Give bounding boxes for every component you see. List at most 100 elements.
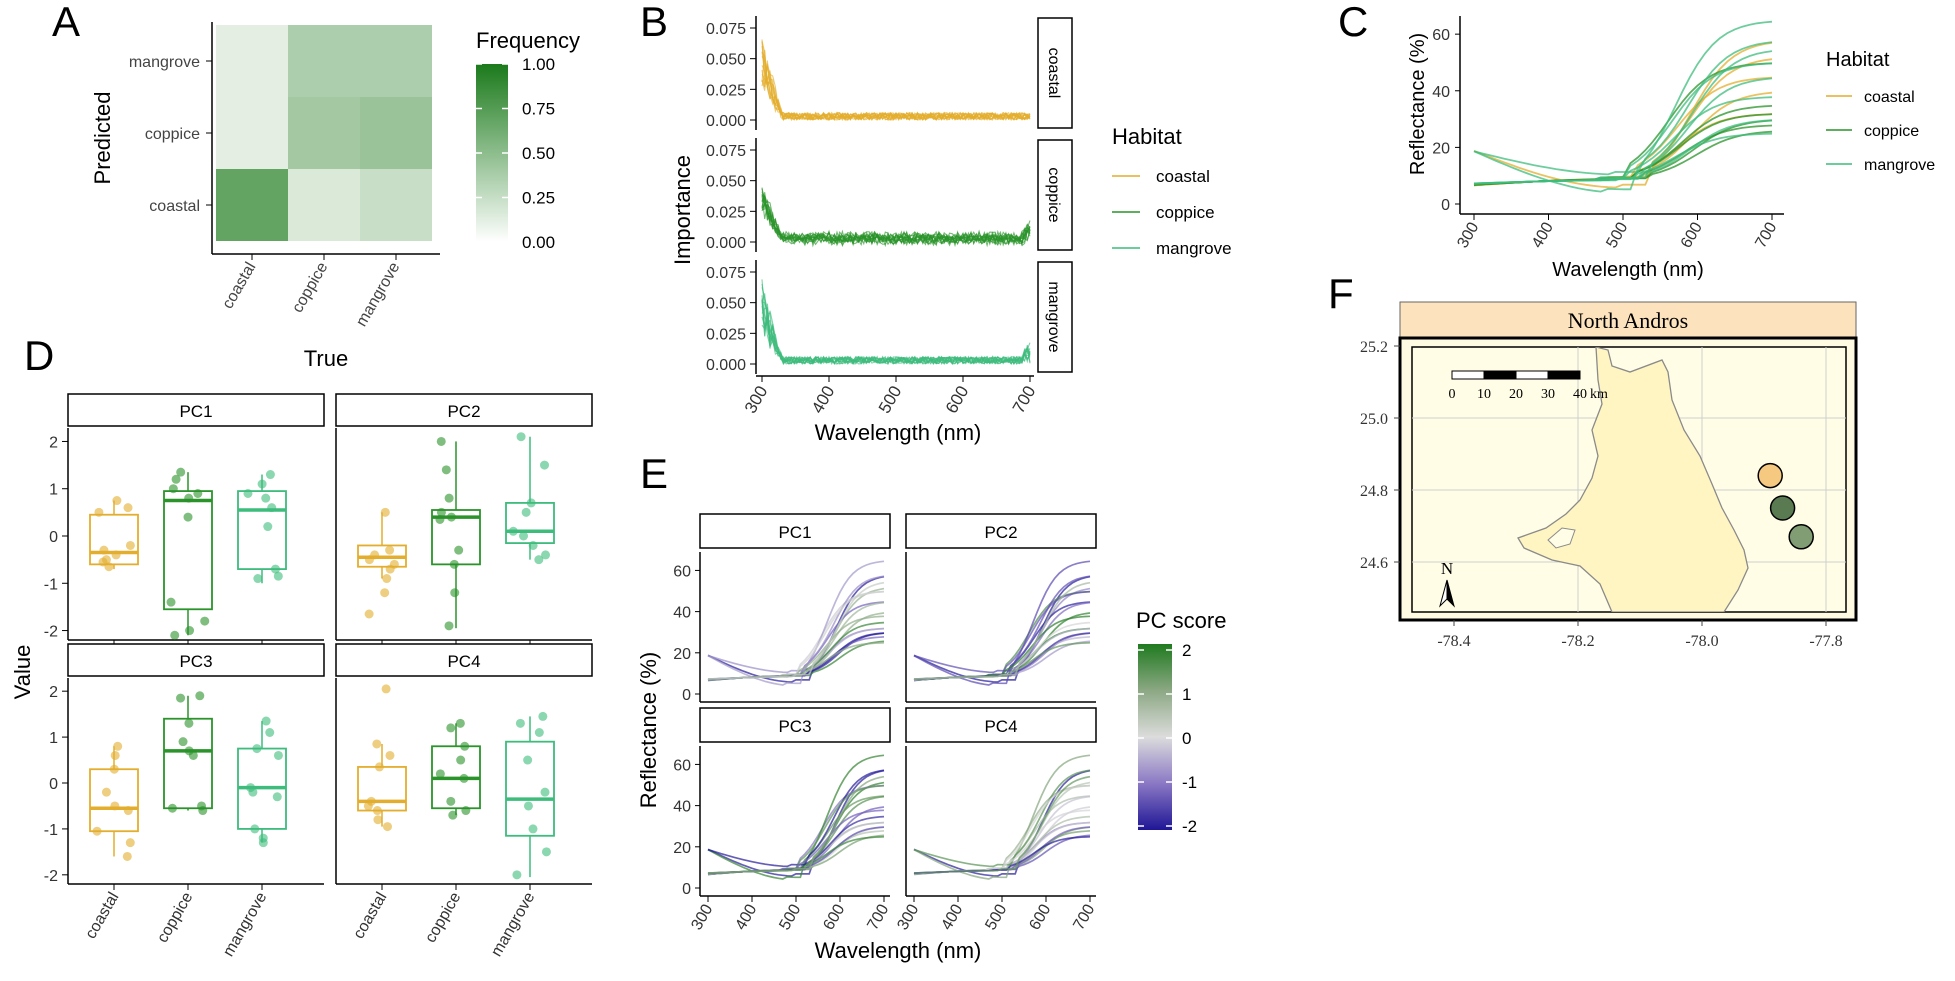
e-x-tick-label: 600 — [1026, 901, 1054, 933]
d-x-tick-label: mangrove — [220, 889, 270, 959]
panel-f: F North Andros 25.2 25.0 24.8 24.6 -78.4 -78.… — [1328, 270, 1858, 650]
d-point — [383, 822, 393, 832]
c-y-tick-label: 40 — [1432, 84, 1450, 101]
scale-bar-label: 40 — [1573, 387, 1587, 402]
e-legend-label: 2 — [1182, 641, 1191, 660]
map-lat-label: 25.2 — [1360, 339, 1388, 356]
b-importance-line — [761, 60, 1031, 121]
b-importance-line — [761, 293, 1031, 366]
d-point — [176, 693, 186, 703]
d-point — [125, 838, 135, 848]
b-y-tick-label: 0.050 — [706, 52, 746, 69]
e-reflectance-line — [913, 575, 1091, 683]
d-point — [541, 550, 551, 560]
c-reflectance-line — [1473, 50, 1773, 185]
b-importance-line — [761, 40, 1031, 121]
c-reflectance-line — [1473, 41, 1773, 176]
d-point — [252, 744, 262, 754]
d-facet-PC2: PC2 — [335, 393, 593, 646]
b-importance-line — [761, 300, 1031, 366]
d-box — [89, 768, 139, 833]
b-importance-line — [761, 301, 1031, 365]
d-point — [372, 806, 382, 816]
scale-bar-label: 0 — [1449, 387, 1456, 402]
d-point — [265, 470, 275, 480]
d-point — [534, 555, 544, 565]
d-point — [516, 432, 526, 442]
d-point — [385, 750, 395, 760]
b-importance-line — [761, 39, 1031, 121]
d-point — [446, 796, 456, 806]
a-legend-label: 0.50 — [522, 144, 555, 163]
e-reflectance-line — [707, 784, 885, 875]
d-point — [364, 555, 374, 565]
d-facet-PC1: PC1 2 1 0 -1 -2 — [44, 393, 325, 646]
e-reflectance-line — [707, 581, 885, 680]
d-point — [363, 801, 373, 811]
heatmap-cell — [288, 97, 360, 169]
c-x-tick-label: 700 — [1752, 219, 1780, 251]
scale-bar-segment — [1547, 370, 1581, 380]
b-importance-line — [761, 307, 1031, 365]
d-y-tick-label: 1 — [49, 730, 58, 747]
b-importance-line — [761, 305, 1031, 365]
b-legend-label: coastal — [1156, 167, 1210, 186]
a-y-tick-label: coppice — [145, 126, 200, 143]
e-x-axis-title: Wavelength (nm) — [815, 938, 982, 963]
e-reflectance-line — [913, 590, 1091, 681]
heatmap-cell — [360, 25, 432, 97]
d-point — [450, 588, 460, 598]
d-facet-strip — [335, 393, 593, 427]
b-y-tick-label: 0.000 — [706, 357, 746, 374]
c-x-tick-label: 400 — [1529, 219, 1557, 251]
d-box — [505, 502, 555, 544]
e-reflectance-line — [707, 769, 885, 877]
a-legend-label: 0.75 — [522, 100, 555, 119]
b-x-tick-label: 700 — [1009, 383, 1040, 417]
e-reflectance-line — [707, 784, 885, 875]
heatmap-cell — [216, 169, 288, 241]
d-facet-strip — [67, 643, 325, 677]
panel-b: B 0.0000.0250.0500.075coastal0.0000.0250… — [640, 0, 1232, 445]
c-reflectance-line — [1473, 62, 1773, 185]
c-legend-label: coastal — [1864, 89, 1915, 106]
b-facet-strip — [1037, 17, 1073, 129]
e-legend-label: -1 — [1182, 773, 1197, 792]
d-facet-strip — [67, 393, 325, 427]
d-point — [273, 571, 283, 581]
scale-bar-segment — [1483, 370, 1517, 380]
panel-label-b: B — [640, 0, 668, 45]
d-point — [101, 787, 111, 797]
d-point — [444, 621, 454, 631]
d-facet-strip-label: PC3 — [179, 652, 212, 671]
d-point — [519, 531, 529, 541]
d-facet-PC4: PC4 coastal coppice mangrove — [335, 643, 593, 960]
b-x-tick-label: 600 — [942, 383, 973, 417]
d-point — [250, 824, 260, 834]
e-reflectance-line — [913, 769, 1091, 868]
d-point — [528, 824, 538, 834]
b-facet-strip — [1037, 261, 1073, 373]
e-reflectance-line — [707, 590, 885, 681]
d-point — [178, 737, 188, 747]
c-reflectance-line — [1473, 113, 1773, 186]
e-x-tick-label: 400 — [732, 901, 760, 933]
d-point — [125, 540, 135, 550]
c-y-axis-title: Reflectance (%) — [1407, 33, 1429, 175]
b-importance-line — [761, 310, 1031, 365]
b-importance-line — [761, 287, 1031, 366]
b-y-axis-title: Importance — [670, 155, 695, 265]
d-x-tick-label: coastal — [82, 890, 122, 942]
b-y-tick-label: 0.050 — [706, 296, 746, 313]
d-y-tick-label: 0 — [49, 776, 58, 793]
e-y-tick-label: 20 — [673, 840, 691, 857]
b-y-tick-label: 0.075 — [706, 21, 746, 38]
e-y-tick-label: 0 — [682, 687, 691, 704]
d-point — [374, 762, 384, 772]
d-point — [523, 801, 533, 811]
d-y-tick-label: 2 — [49, 684, 58, 701]
e-x-tick-label: 500 — [776, 901, 804, 933]
d-point — [435, 769, 445, 779]
d-point — [261, 493, 271, 503]
